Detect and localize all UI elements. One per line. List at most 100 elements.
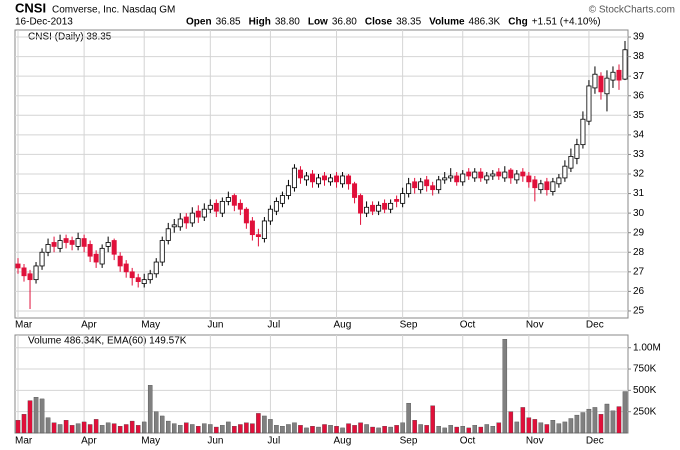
y-tick-label: 38 [633, 51, 645, 62]
x-tick-label: Aug [334, 320, 352, 331]
volume-bar [484, 424, 490, 434]
volume-bar [520, 407, 526, 434]
candle-body [454, 175, 460, 183]
volume-bar [406, 402, 411, 434]
stat-label: High [249, 17, 271, 28]
volume-bar [99, 425, 105, 434]
volume-bar [340, 427, 345, 434]
x-tick-label: Oct [460, 436, 476, 447]
y-tick-label: 34 [633, 130, 645, 141]
y-tick-label: 25 [633, 306, 645, 317]
volume-bar [460, 426, 465, 434]
volume-bar [538, 422, 544, 434]
candle-body [562, 165, 568, 179]
candle-body [592, 73, 598, 89]
candle-body [15, 263, 21, 269]
stat-value: 486.3K [469, 17, 501, 28]
candle-body [69, 240, 75, 245]
y-tick-label: 33 [633, 149, 645, 160]
candle-body [201, 208, 207, 218]
candle-body [514, 173, 520, 181]
candle-body [490, 173, 496, 177]
x-tick-label: Jun [207, 320, 223, 331]
y-tick-label: 26 [633, 286, 645, 297]
volume-bar [274, 425, 279, 434]
candle-body [291, 167, 297, 189]
volume-bar [51, 422, 57, 434]
candle-body [574, 144, 580, 159]
x-tick-label: Jul [267, 436, 280, 447]
volume-bar [165, 420, 171, 434]
candle-body [273, 200, 279, 212]
candle-body [370, 204, 376, 212]
candle-body [334, 175, 340, 183]
volume-bar [153, 411, 159, 434]
volume-bar [598, 414, 604, 434]
volume-bar [310, 426, 315, 434]
candle-body [484, 175, 490, 181]
volume-bar [15, 420, 21, 434]
candle-body [544, 181, 550, 191]
stat-value: 38.35 [396, 17, 421, 28]
volume-bar [178, 425, 183, 434]
candle-body [45, 244, 51, 253]
candle-body [508, 169, 514, 179]
volume-bar [412, 420, 417, 434]
candle-body [394, 199, 400, 202]
candle-body [75, 238, 81, 247]
x-tick-label: Dec [586, 436, 604, 447]
volume-bar [562, 421, 568, 434]
candle-body [177, 218, 183, 228]
candle-body [496, 171, 502, 177]
candle-body [129, 271, 135, 279]
y-tick-label: 250K [633, 406, 657, 417]
candle-body [153, 261, 159, 275]
candle-body [171, 224, 177, 228]
copyright: © StockCharts.com [589, 5, 675, 16]
volume-bar [123, 424, 129, 434]
candle-body [352, 183, 358, 198]
volume-bar [280, 426, 285, 434]
candle-body [412, 181, 418, 189]
candle-body [117, 255, 123, 267]
candle-body [610, 71, 616, 81]
volume-bar [418, 424, 423, 434]
volume-bar [394, 425, 399, 434]
volume-bar [81, 421, 87, 434]
volume-bar [117, 426, 123, 434]
candle-body [436, 179, 442, 191]
volume-bar [39, 398, 45, 434]
volume-bar [616, 406, 622, 434]
candle-body [267, 208, 273, 222]
y-tick-label: 37 [633, 71, 645, 82]
volume-panel [14, 334, 629, 434]
candle-body [430, 185, 436, 191]
volume-bar [316, 426, 321, 434]
volume-bar [135, 425, 141, 434]
y-tick-label: 750K [633, 364, 657, 375]
volume-bar [580, 412, 586, 434]
x-tick-label: Nov [526, 436, 544, 447]
candle-body [33, 265, 39, 281]
volume-bar [45, 417, 51, 434]
candle-body [580, 118, 586, 146]
volume-bar [69, 425, 75, 434]
candle-body [472, 171, 478, 179]
volume-bar [328, 425, 333, 434]
volume-bar [574, 414, 580, 434]
volume-bar [400, 422, 405, 434]
volume-bar [268, 419, 273, 434]
volume-bar [93, 419, 99, 434]
stat-value: +1.51 (+4.10%) [532, 17, 601, 28]
x-tick-label: May [141, 320, 160, 331]
volume-bar [298, 425, 303, 434]
volume-bar [604, 403, 610, 434]
volume-bar [172, 423, 177, 434]
candle-body [616, 69, 622, 81]
x-tick-label: Nov [526, 320, 544, 331]
volume-bar [532, 419, 538, 434]
x-tick-label: Oct [460, 320, 476, 331]
x-tick-label: Aug [334, 436, 352, 447]
volume-bar [286, 424, 291, 434]
